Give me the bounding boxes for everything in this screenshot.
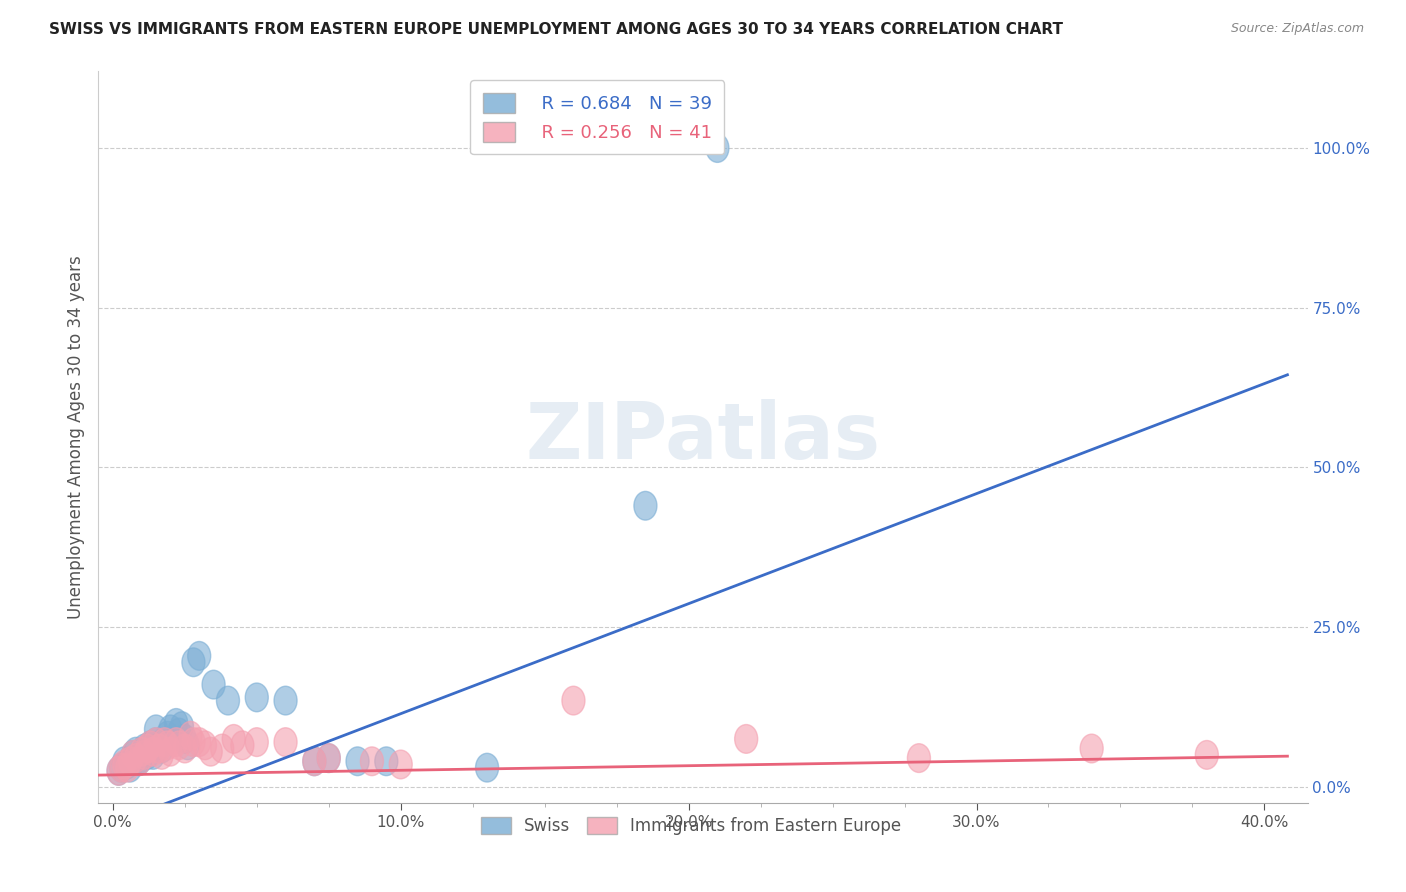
- Ellipse shape: [173, 734, 197, 763]
- Ellipse shape: [375, 747, 398, 776]
- Ellipse shape: [156, 731, 179, 760]
- Ellipse shape: [318, 744, 340, 772]
- Ellipse shape: [176, 731, 200, 760]
- Ellipse shape: [134, 740, 156, 769]
- Ellipse shape: [121, 740, 145, 769]
- Ellipse shape: [217, 686, 239, 715]
- Ellipse shape: [131, 744, 153, 772]
- Ellipse shape: [389, 750, 412, 779]
- Ellipse shape: [159, 738, 181, 766]
- Ellipse shape: [121, 747, 145, 776]
- Ellipse shape: [200, 738, 222, 766]
- Text: Source: ZipAtlas.com: Source: ZipAtlas.com: [1230, 22, 1364, 36]
- Text: ZIPatlas: ZIPatlas: [526, 399, 880, 475]
- Ellipse shape: [274, 686, 297, 715]
- Ellipse shape: [139, 731, 162, 760]
- Ellipse shape: [127, 747, 150, 776]
- Ellipse shape: [165, 708, 187, 738]
- Ellipse shape: [150, 734, 173, 763]
- Ellipse shape: [302, 747, 326, 776]
- Ellipse shape: [245, 683, 269, 712]
- Ellipse shape: [706, 134, 728, 162]
- Ellipse shape: [118, 753, 142, 782]
- Y-axis label: Unemployment Among Ages 30 to 34 years: Unemployment Among Ages 30 to 34 years: [66, 255, 84, 619]
- Ellipse shape: [165, 728, 187, 756]
- Ellipse shape: [121, 740, 145, 769]
- Ellipse shape: [115, 753, 139, 782]
- Ellipse shape: [112, 750, 136, 779]
- Ellipse shape: [907, 744, 931, 772]
- Ellipse shape: [145, 728, 167, 756]
- Ellipse shape: [222, 724, 245, 753]
- Ellipse shape: [110, 753, 134, 782]
- Ellipse shape: [142, 738, 165, 766]
- Ellipse shape: [194, 731, 217, 760]
- Ellipse shape: [170, 712, 194, 740]
- Ellipse shape: [131, 738, 153, 766]
- Ellipse shape: [145, 728, 167, 756]
- Ellipse shape: [127, 747, 150, 776]
- Ellipse shape: [115, 750, 139, 779]
- Ellipse shape: [136, 734, 159, 763]
- Ellipse shape: [145, 715, 167, 744]
- Ellipse shape: [150, 740, 173, 769]
- Text: SWISS VS IMMIGRANTS FROM EASTERN EUROPE UNEMPLOYMENT AMONG AGES 30 TO 34 YEARS C: SWISS VS IMMIGRANTS FROM EASTERN EUROPE …: [49, 22, 1063, 37]
- Ellipse shape: [110, 753, 134, 782]
- Ellipse shape: [202, 670, 225, 699]
- Ellipse shape: [142, 740, 165, 769]
- Ellipse shape: [124, 738, 148, 766]
- Legend: Swiss, Immigrants from Eastern Europe: Swiss, Immigrants from Eastern Europe: [474, 811, 908, 842]
- Ellipse shape: [318, 744, 340, 772]
- Ellipse shape: [211, 734, 233, 763]
- Ellipse shape: [346, 747, 368, 776]
- Ellipse shape: [148, 734, 170, 763]
- Ellipse shape: [156, 722, 179, 750]
- Ellipse shape: [181, 648, 205, 677]
- Ellipse shape: [134, 734, 156, 763]
- Ellipse shape: [148, 731, 170, 760]
- Ellipse shape: [1195, 740, 1219, 769]
- Ellipse shape: [634, 491, 657, 520]
- Ellipse shape: [167, 731, 191, 760]
- Ellipse shape: [360, 747, 384, 776]
- Ellipse shape: [118, 747, 142, 776]
- Ellipse shape: [181, 728, 205, 756]
- Ellipse shape: [1080, 734, 1104, 763]
- Ellipse shape: [245, 728, 269, 756]
- Ellipse shape: [274, 728, 297, 756]
- Ellipse shape: [136, 740, 159, 769]
- Ellipse shape: [179, 722, 202, 750]
- Ellipse shape: [735, 724, 758, 753]
- Ellipse shape: [562, 686, 585, 715]
- Ellipse shape: [302, 747, 326, 776]
- Ellipse shape: [159, 715, 181, 744]
- Ellipse shape: [153, 728, 176, 756]
- Ellipse shape: [167, 718, 191, 747]
- Ellipse shape: [153, 728, 176, 756]
- Ellipse shape: [187, 641, 211, 670]
- Ellipse shape: [124, 744, 148, 772]
- Ellipse shape: [112, 747, 136, 776]
- Ellipse shape: [475, 753, 499, 782]
- Ellipse shape: [139, 731, 162, 760]
- Ellipse shape: [107, 756, 131, 785]
- Ellipse shape: [231, 731, 254, 760]
- Ellipse shape: [107, 756, 131, 785]
- Ellipse shape: [187, 728, 211, 756]
- Ellipse shape: [173, 724, 197, 753]
